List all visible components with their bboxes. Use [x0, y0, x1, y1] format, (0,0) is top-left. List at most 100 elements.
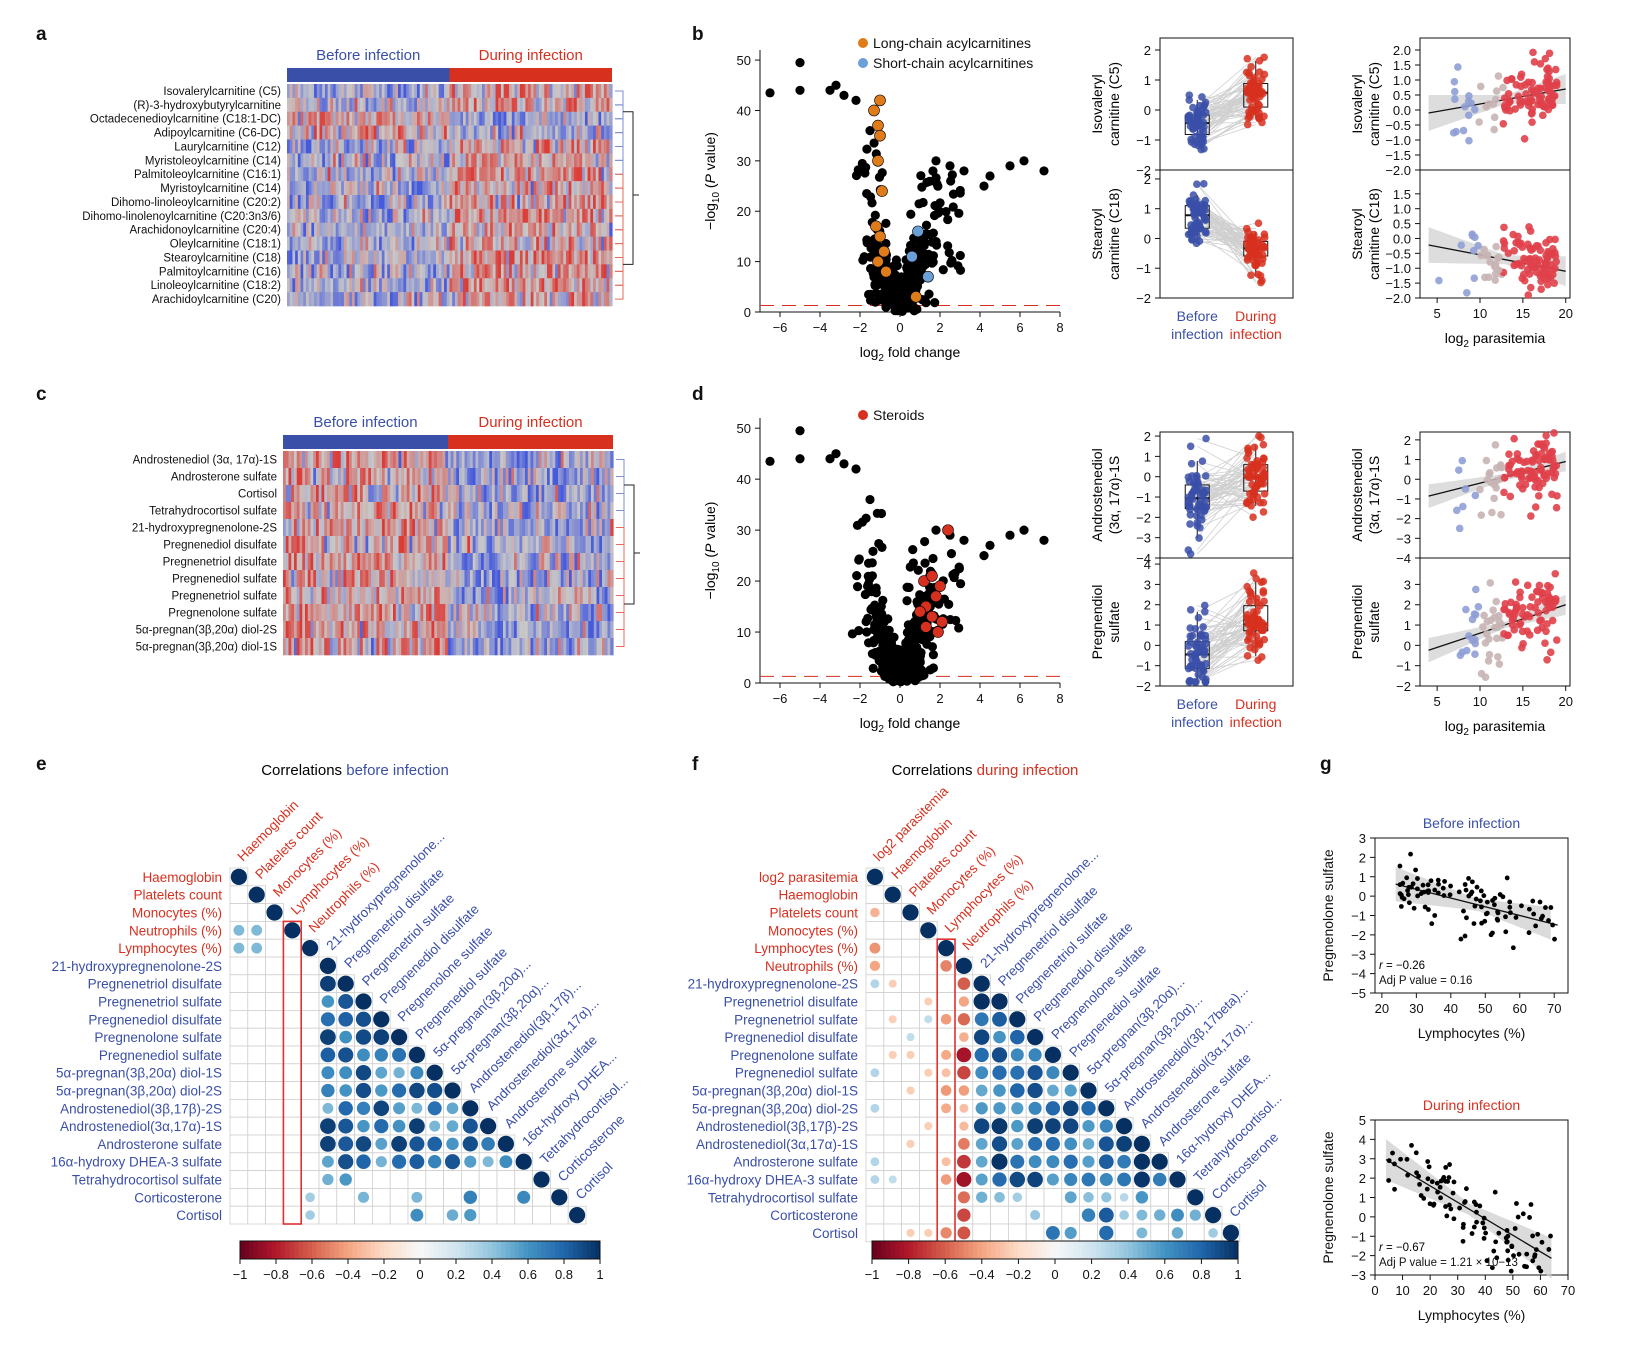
heatmap-a-cell: [500, 195, 505, 210]
heatmap-c-cell: [563, 570, 567, 588]
heatmap-a-cell: [593, 111, 597, 126]
heatmap-c-cell: [294, 451, 298, 469]
heatmap-c-cell: [291, 570, 295, 588]
heatmap-a-cell: [533, 84, 537, 99]
point: [948, 202, 958, 212]
highlight-point: [874, 94, 886, 107]
heatmap-a-cell: [498, 264, 502, 279]
highlight-point: [876, 185, 888, 197]
point: [870, 648, 880, 658]
heatmap-c-cell: [343, 502, 347, 520]
heatmap-a-cell: [479, 111, 483, 126]
heatmap-a-cell: [422, 292, 426, 307]
heatmap-c-cell: [294, 587, 298, 605]
heatmap-a-cell: [349, 208, 353, 224]
heatmap-a-cell: [343, 153, 348, 168]
heatmap-a-cell: [525, 167, 529, 182]
heatmap-a-cell: [487, 153, 491, 168]
heatmap-a-cell: [460, 139, 464, 154]
heatmap-a-cell: [400, 84, 405, 99]
heatmap-c-cell: [563, 604, 567, 622]
heatmap-c-cell: [442, 621, 446, 639]
heatmap-c-cell: [448, 519, 452, 537]
heatmap-c-cell: [313, 451, 317, 469]
heatmap-c-cell: [525, 536, 529, 554]
heatmap-a-cell: [541, 181, 545, 196]
heatmap-a-cell: [446, 97, 451, 113]
heatmap-a-cell: [379, 125, 383, 140]
heatmap-a-cell: [379, 292, 383, 307]
heatmap-c-cell: [456, 604, 460, 622]
point: [866, 263, 876, 274]
heatmap-c-cell: [384, 570, 389, 588]
heatmap-a-cell: [463, 167, 467, 182]
heatmap-a-cell: [547, 153, 551, 168]
point: [888, 669, 898, 679]
heatmap-c-cell: [472, 638, 477, 656]
heatmap-a-cell: [476, 236, 480, 251]
heatmap-a-cell: [568, 222, 572, 237]
heatmap-c-cell: [404, 621, 408, 639]
heatmap-a-cell: [503, 111, 507, 126]
heatmap-a-cell: [303, 278, 307, 293]
heatmap-c-cell: [316, 553, 320, 571]
heatmap-a-cell: [430, 97, 434, 113]
heatmap-c-cell: [316, 451, 320, 469]
heatmap-c-cell: [467, 604, 471, 622]
heatmap-a-cell: [314, 181, 318, 196]
heatmap-a-cell: [365, 222, 369, 237]
heatmap-c-cell: [472, 536, 477, 554]
heatmap-c-cell: [525, 587, 529, 605]
heatmap-a-cell: [387, 222, 391, 237]
dendro-branch: [616, 527, 625, 545]
heatmap-c-cell: [376, 485, 380, 503]
heatmap-a-cell: [324, 111, 329, 126]
heatmap-c-cell: [371, 553, 375, 571]
heatmap-c-cell: [387, 638, 391, 656]
heatmap-c-cell: [310, 485, 314, 503]
heatmap-a-cell: [576, 250, 581, 265]
heatmap-c-cell: [505, 468, 510, 486]
heatmap-c-cell: [305, 553, 309, 571]
heatmap-a-cell: [595, 236, 600, 251]
point: [859, 252, 869, 262]
y-tick-label: 10: [737, 255, 751, 270]
heatmap-c-cell: [420, 502, 424, 520]
heatmap-c-cell: [335, 536, 339, 554]
heatmap-a-cell: [384, 236, 388, 251]
heatmap-a-cell: [438, 153, 442, 168]
point: [985, 171, 995, 181]
heatmap-a-cell: [330, 153, 334, 168]
heatmap-a-cell: [476, 111, 480, 126]
heatmap-a-row-label: Arachidoylcarnitine (C20): [152, 294, 281, 306]
heatmap-c-cell: [324, 553, 328, 571]
heatmap-a-cell: [509, 278, 513, 293]
heatmap-c-cell: [420, 519, 424, 537]
heatmap-c-cell: [527, 485, 532, 503]
heatmap-c-cell: [346, 536, 350, 554]
heatmap-a-cell: [316, 181, 321, 196]
heatmap-c-cell: [467, 621, 471, 639]
heatmap-c-cell: [321, 604, 325, 622]
heatmap-a-cell: [297, 125, 302, 140]
heatmap-c-cell: [464, 621, 468, 639]
heatmap-c-cell: [514, 451, 518, 469]
heatmap-a-cell: [422, 278, 426, 293]
heatmap-c-cell: [536, 451, 540, 469]
box-point: [1243, 54, 1252, 63]
heatmap-c-cell: [445, 621, 449, 639]
heatmap-a-cell: [341, 208, 345, 224]
heatmap-c-cell: [371, 519, 375, 537]
heatmap-c-cell: [456, 638, 460, 656]
heatmap-a-cell: [509, 250, 513, 265]
heatmap-a-cell: [403, 125, 407, 140]
heatmap-a-cell: [533, 181, 537, 196]
heatmap-c-cell: [563, 485, 567, 503]
heatmap-c-cell: [596, 536, 600, 554]
heatmap-c-cell: [558, 502, 562, 520]
heatmap-c-cell: [329, 553, 334, 571]
heatmap-a-cell: [590, 222, 594, 237]
heatmap-c-cell: [387, 468, 391, 486]
heatmap-a-cell: [322, 181, 326, 196]
heatmap-a-cell: [308, 236, 312, 251]
